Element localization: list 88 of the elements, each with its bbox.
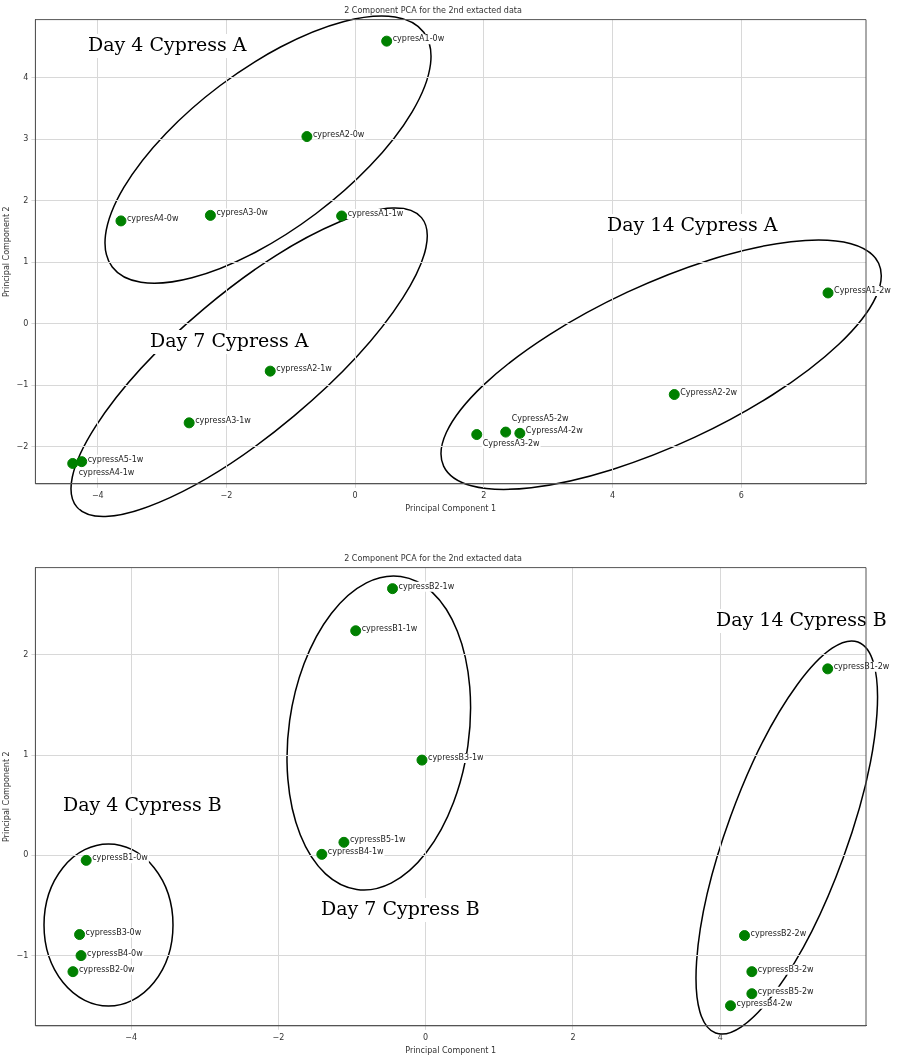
chart-title: 2 Component PCA for the 2nd extacted data	[344, 553, 522, 563]
point	[500, 426, 512, 438]
point	[183, 417, 195, 429]
x-tick-label: 2	[570, 1032, 576, 1042]
point	[514, 427, 526, 439]
data-label: cypressB3-2w	[757, 964, 814, 974]
data-label: cypresA3-0w	[216, 208, 269, 218]
x-tick-label: 0	[352, 490, 358, 500]
y-tick-label: 0	[23, 318, 29, 328]
data-label: cypresA2-0w	[312, 129, 365, 139]
point	[336, 210, 348, 222]
x-axis-title: Principal Component 1	[405, 504, 497, 514]
data-label: cypressB4-2w	[736, 998, 793, 1008]
y-tick-label: 0	[23, 850, 29, 860]
point	[204, 209, 216, 221]
x-tick-label: −4	[125, 1032, 138, 1042]
y-tick-label: −2	[16, 441, 29, 451]
annotation: Day 14 Cypress B	[716, 607, 887, 630]
y-axis-title: Principal Component 2	[1, 206, 11, 298]
point	[822, 663, 834, 675]
point	[67, 966, 79, 978]
annotation: Day 4 Cypress B	[63, 792, 222, 815]
x-tick-label: −2	[220, 490, 233, 500]
point	[739, 930, 750, 942]
point	[264, 365, 276, 377]
x-tick-label: 0	[423, 1032, 429, 1042]
data-label: cypresA4-0w	[126, 214, 179, 223]
data-label: cypressB1-0w	[92, 853, 149, 863]
y-tick-label: 4	[23, 72, 29, 82]
data-label: cypressA2-1w	[276, 364, 333, 374]
data-label: cypressB2-2w	[750, 928, 807, 938]
point	[115, 215, 127, 227]
data-label: cypressB2-0w	[78, 964, 136, 974]
data-label: cypressB1-1w	[361, 623, 418, 633]
point	[725, 1000, 737, 1012]
point	[387, 583, 399, 595]
x-tick-label: −2	[272, 1032, 285, 1042]
data-label: cypressB5-2w	[757, 986, 814, 996]
data-label: CypressA1-2w	[834, 286, 892, 296]
annotation: Day 14 Cypress A	[607, 212, 778, 235]
data-label: CypressA3-2w	[482, 438, 541, 448]
annotation: Day 4 Cypress A	[88, 32, 247, 55]
x-tick-label: 4	[609, 490, 616, 500]
data-label: CypressA4-2w	[525, 426, 584, 436]
data-label: cypressA4-1w	[78, 467, 135, 477]
point	[822, 287, 834, 299]
y-tick-label: 2	[23, 649, 29, 659]
y-tick-label: 1	[23, 750, 29, 760]
data-label: cypressB4-1w	[327, 847, 384, 857]
point	[74, 929, 86, 941]
data-label: cypressB4-0w	[87, 948, 144, 958]
data-label: cypressA3-1w	[195, 415, 252, 425]
data-label: cypressB1-2w	[833, 661, 890, 671]
point	[350, 625, 362, 637]
x-tick-label: 6	[738, 490, 744, 500]
annotation: Day 7 Cypress A	[150, 328, 309, 351]
y-tick-label: 2	[23, 195, 29, 205]
data-label: cypressB5-1w	[349, 835, 407, 845]
point	[746, 966, 758, 978]
data-label: cypressA1-1w	[347, 209, 404, 219]
data-label: CypressA2-2w	[680, 387, 738, 397]
point	[746, 988, 758, 1000]
data-label: cypressB3-0w	[85, 927, 142, 937]
point	[75, 950, 87, 962]
point	[316, 848, 328, 860]
y-axis-title: Principal Component 2	[1, 751, 11, 843]
annotation: Day 7 Cypress B	[321, 896, 480, 919]
point	[338, 836, 350, 848]
y-tick-label: 3	[23, 134, 29, 144]
chart-title: 2 Component PCA for the 2nd extacted data	[344, 5, 522, 15]
data-label: cypressB2-1w	[398, 581, 455, 591]
y-tick-label: −1	[16, 380, 29, 390]
x-tick-label: 2	[481, 490, 487, 500]
y-tick-label: −1	[16, 950, 29, 960]
point	[471, 429, 483, 441]
y-tick-label: 1	[23, 257, 29, 267]
point	[80, 854, 92, 866]
point	[76, 456, 88, 468]
point	[416, 754, 428, 766]
data-label: cypresA1-0w	[392, 34, 445, 44]
data-label: cypressA5-1w	[87, 454, 144, 464]
x-axis-title: Principal Component 1	[405, 1046, 497, 1056]
point	[301, 131, 313, 143]
point	[668, 389, 680, 401]
data-label: CypressA5-2w	[511, 414, 570, 424]
x-tick-label: −4	[91, 490, 104, 500]
point	[381, 35, 393, 47]
data-label: cypressB3-1w	[427, 753, 485, 763]
